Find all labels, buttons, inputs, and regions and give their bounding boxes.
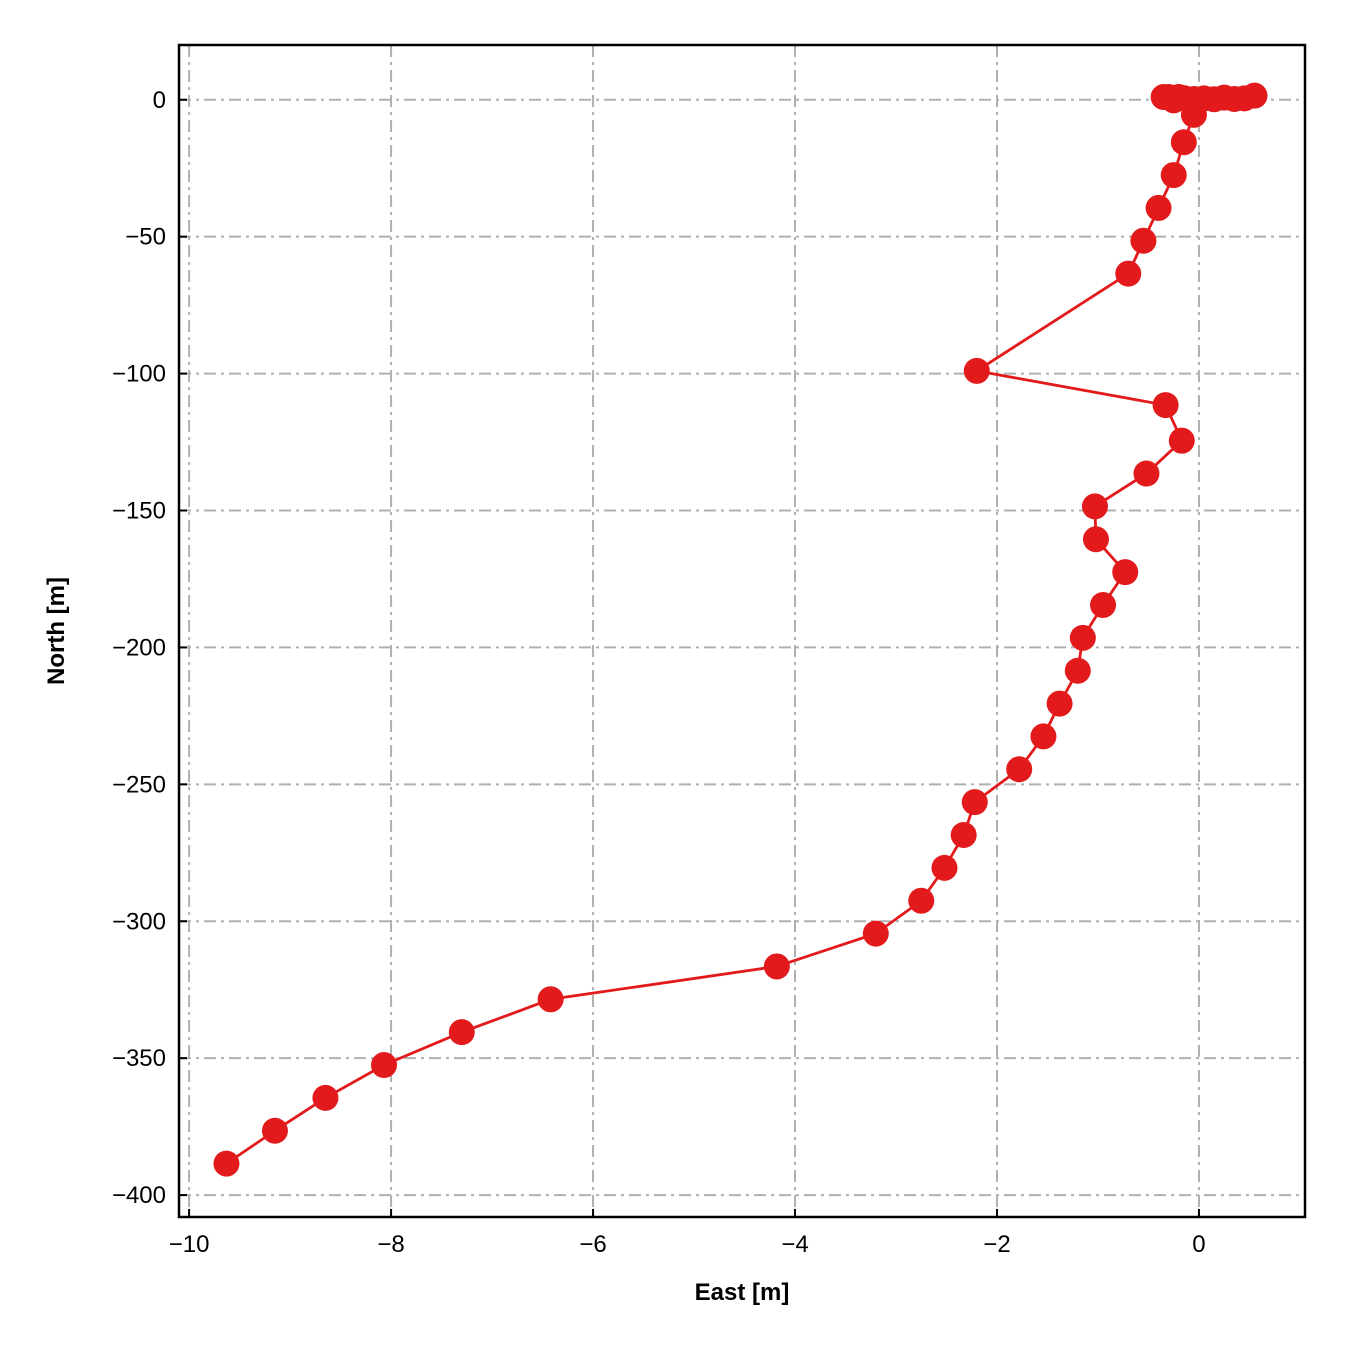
data-point xyxy=(1170,129,1197,156)
data-point xyxy=(1165,84,1192,111)
y-tick-label: −50 xyxy=(125,224,166,251)
data-point xyxy=(963,357,990,384)
data-point xyxy=(1133,460,1160,487)
series-line xyxy=(225,94,1255,1165)
x-tick-label: −2 xyxy=(983,1231,1010,1258)
y-tick-label: −250 xyxy=(112,771,166,798)
data-point xyxy=(1145,194,1172,221)
x-tick-label: 0 xyxy=(1192,1231,1205,1258)
data-point xyxy=(1130,227,1157,254)
x-tick-label: −4 xyxy=(781,1231,808,1258)
y-tick-label: −350 xyxy=(112,1045,166,1072)
data-point xyxy=(261,1117,288,1144)
data-point xyxy=(931,854,958,881)
data-point xyxy=(862,920,889,947)
x-tick-label: −6 xyxy=(579,1231,606,1258)
series-layer xyxy=(213,82,1268,1177)
tick-layer: −10 −8 −6 −4 −2 00−50−100−150−200−250−300−350… xyxy=(112,87,1206,1258)
grid-layer xyxy=(179,45,1305,1217)
data-point xyxy=(1046,690,1073,717)
data-point xyxy=(1030,723,1057,750)
x-tick-label: −10 xyxy=(169,1231,210,1258)
y-tick-label: −100 xyxy=(112,361,166,388)
data-point xyxy=(1115,260,1142,287)
data-point xyxy=(1069,624,1096,651)
data-point xyxy=(763,953,790,980)
y-tick-label: 0 xyxy=(153,87,166,114)
x-axis-label: East [m] xyxy=(695,1279,790,1306)
data-point xyxy=(950,822,977,849)
data-point xyxy=(213,1150,240,1177)
data-point xyxy=(312,1084,339,1111)
data-point xyxy=(537,986,564,1013)
y-axis-label: North [m] xyxy=(43,577,70,685)
data-point xyxy=(1168,427,1195,454)
y-tick-label: −200 xyxy=(112,634,166,661)
data-point xyxy=(1090,591,1117,618)
data-point xyxy=(961,789,988,816)
data-point xyxy=(1082,526,1109,553)
data-point xyxy=(371,1052,398,1079)
plot-frame xyxy=(177,43,1307,1219)
data-point xyxy=(1006,756,1033,783)
y-tick-label: −400 xyxy=(112,1182,166,1209)
data-point xyxy=(1152,392,1179,419)
data-point xyxy=(1180,101,1207,128)
data-point xyxy=(1064,657,1091,684)
data-point xyxy=(908,887,935,914)
y-tick-label: −300 xyxy=(112,908,166,935)
x-tick-label: −8 xyxy=(377,1231,404,1258)
data-point xyxy=(1081,493,1108,520)
data-point xyxy=(448,1019,475,1046)
y-tick-label: −150 xyxy=(112,498,166,525)
data-point xyxy=(1160,162,1187,189)
data-point xyxy=(1112,559,1139,586)
